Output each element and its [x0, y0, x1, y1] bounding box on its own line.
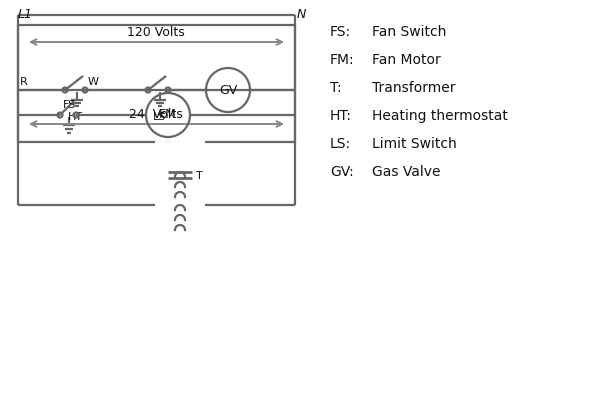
Text: LS:: LS: [330, 137, 351, 151]
Text: L1: L1 [18, 8, 33, 21]
Text: Transformer: Transformer [372, 81, 455, 95]
Text: GV: GV [219, 84, 237, 96]
Text: N: N [297, 8, 306, 21]
Text: FS:: FS: [330, 25, 351, 39]
Text: 120 Volts: 120 Volts [127, 26, 185, 39]
Text: T:: T: [330, 81, 342, 95]
Text: HT: HT [67, 112, 83, 122]
Text: Limit Switch: Limit Switch [372, 137, 457, 151]
Text: Fan Motor: Fan Motor [372, 53, 441, 67]
Text: FS: FS [63, 100, 76, 110]
Text: 24  Volts: 24 Volts [129, 108, 183, 121]
Text: R: R [20, 77, 28, 87]
Text: FM: FM [159, 108, 177, 122]
Text: T: T [196, 171, 203, 181]
Text: W: W [88, 77, 99, 87]
Text: Fan Switch: Fan Switch [372, 25, 447, 39]
Text: HT:: HT: [330, 109, 352, 123]
Text: LS: LS [153, 112, 167, 122]
Text: FM:: FM: [330, 53, 355, 67]
Text: GV:: GV: [330, 165, 354, 179]
Text: Gas Valve: Gas Valve [372, 165, 441, 179]
Text: Heating thermostat: Heating thermostat [372, 109, 508, 123]
